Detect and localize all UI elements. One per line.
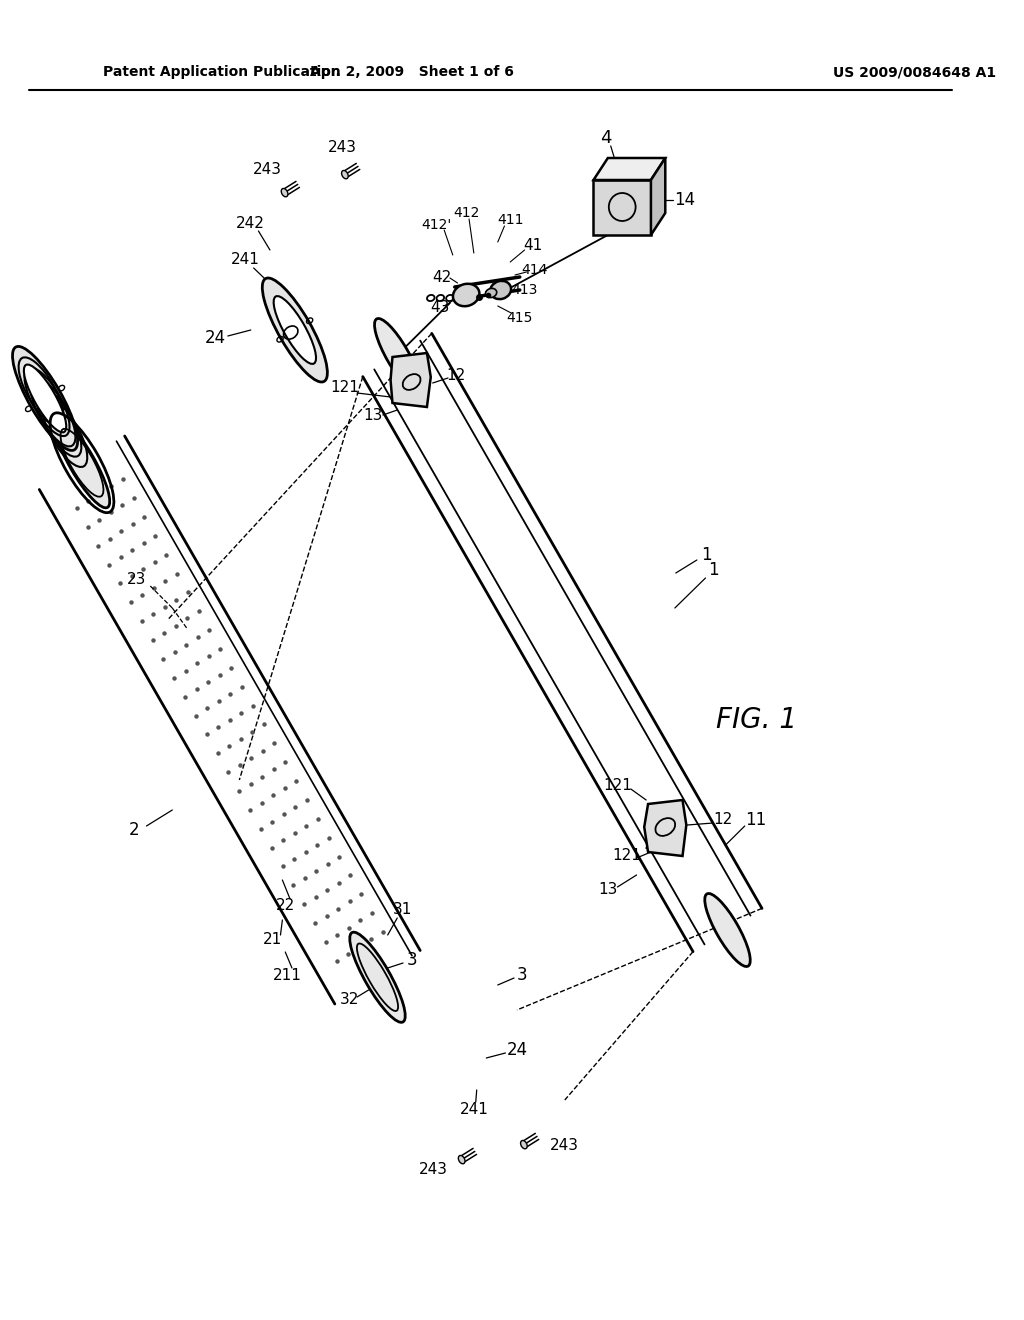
Text: US 2009/0084648 A1: US 2009/0084648 A1	[833, 65, 996, 79]
Text: 3: 3	[516, 966, 527, 983]
Text: 243: 243	[419, 1163, 449, 1177]
Ellipse shape	[453, 284, 479, 306]
Ellipse shape	[12, 346, 78, 450]
Text: 243: 243	[253, 162, 282, 177]
Ellipse shape	[262, 279, 328, 381]
Text: 13: 13	[598, 883, 617, 898]
Ellipse shape	[24, 364, 67, 433]
Text: 1: 1	[701, 546, 712, 564]
Text: 2: 2	[129, 821, 139, 840]
Ellipse shape	[282, 189, 288, 197]
Ellipse shape	[273, 296, 316, 364]
Text: 415: 415	[507, 312, 532, 325]
Text: 11: 11	[745, 810, 767, 829]
Text: 121: 121	[330, 380, 359, 396]
Text: 243: 243	[550, 1138, 580, 1152]
Text: 3: 3	[407, 950, 417, 969]
Text: 12: 12	[446, 367, 465, 383]
Text: 41: 41	[523, 238, 543, 252]
Text: 14: 14	[674, 191, 695, 209]
Text: 12: 12	[713, 813, 732, 828]
Text: Apr. 2, 2009   Sheet 1 of 6: Apr. 2, 2009 Sheet 1 of 6	[309, 65, 514, 79]
Text: 24: 24	[506, 1041, 527, 1059]
Text: 22: 22	[275, 898, 295, 912]
Ellipse shape	[490, 281, 511, 300]
Text: 411: 411	[497, 213, 523, 227]
Ellipse shape	[54, 417, 110, 508]
Text: 13: 13	[364, 408, 383, 422]
Text: 42: 42	[432, 271, 452, 285]
Ellipse shape	[459, 1155, 465, 1164]
Ellipse shape	[705, 894, 751, 966]
Text: 414: 414	[521, 263, 548, 277]
Text: 121: 121	[603, 777, 632, 792]
Ellipse shape	[520, 1140, 527, 1148]
Text: 243: 243	[329, 140, 357, 156]
Text: Patent Application Publication: Patent Application Publication	[103, 65, 341, 79]
Polygon shape	[644, 800, 686, 855]
Text: 121: 121	[612, 847, 641, 862]
Ellipse shape	[342, 170, 348, 178]
Polygon shape	[594, 158, 666, 180]
Text: 23: 23	[127, 573, 146, 587]
Ellipse shape	[375, 318, 420, 392]
Text: 1: 1	[708, 561, 719, 579]
Polygon shape	[594, 180, 651, 235]
Text: 413: 413	[511, 282, 538, 297]
Text: 4: 4	[600, 129, 611, 147]
Text: 24: 24	[205, 329, 226, 347]
Text: 412: 412	[453, 206, 479, 220]
Text: 32: 32	[340, 993, 359, 1007]
Text: 211: 211	[272, 968, 302, 982]
Text: FIG. 1: FIG. 1	[716, 706, 797, 734]
Text: 242: 242	[237, 216, 265, 231]
Text: 21: 21	[263, 932, 283, 948]
Text: 31: 31	[392, 903, 412, 917]
Text: 241: 241	[460, 1102, 488, 1118]
Text: 241: 241	[230, 252, 259, 268]
Text: 43: 43	[431, 301, 450, 315]
Polygon shape	[390, 352, 431, 407]
Polygon shape	[651, 158, 666, 235]
Text: 412': 412'	[422, 218, 452, 232]
Ellipse shape	[350, 932, 406, 1022]
Ellipse shape	[485, 288, 497, 297]
